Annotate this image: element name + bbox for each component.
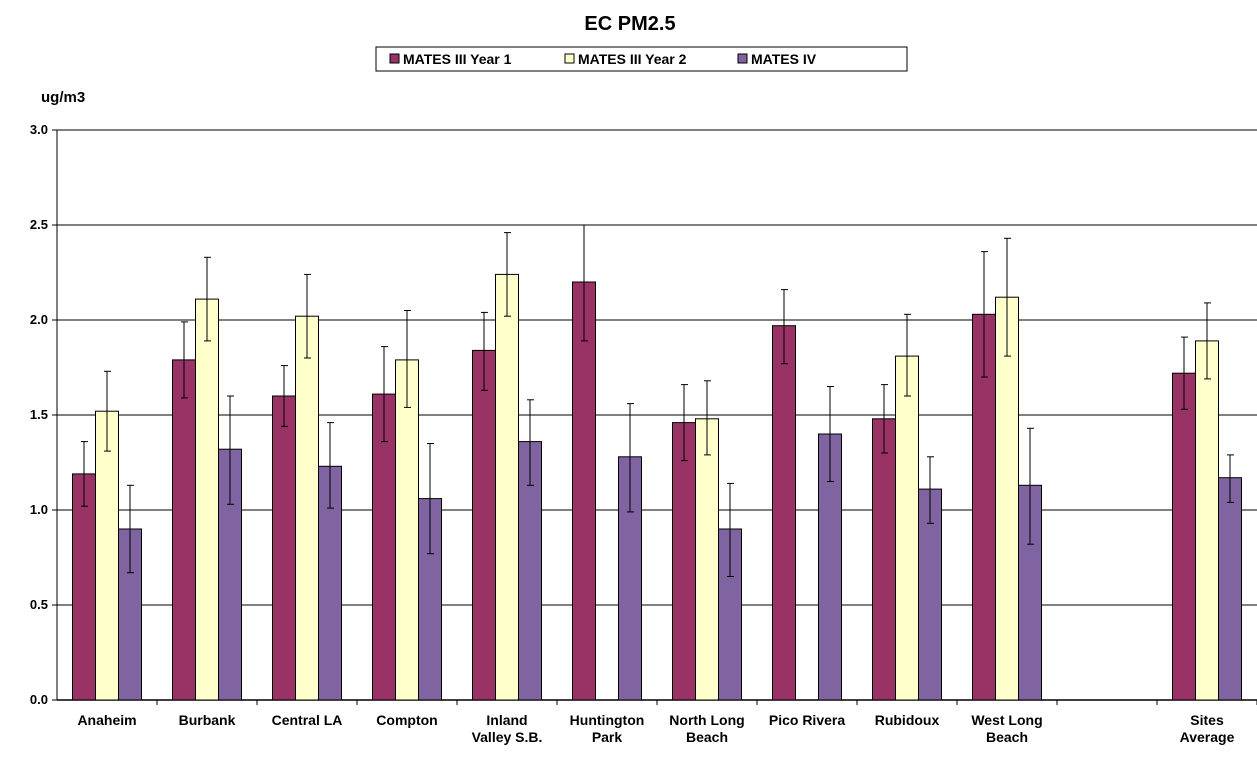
plot-area: 0.0 0.5 1.0 1.5 2.0 2.5 3.0 Anaheim Burbank Centr… (30, 122, 1257, 745)
bar (472, 349, 496, 701)
bar (1172, 372, 1196, 701)
bar (195, 298, 219, 701)
x-tick-label: Inland (486, 712, 527, 728)
bar (672, 422, 696, 701)
legend-box (375, 46, 908, 72)
x-tick-label: North Long (669, 712, 744, 728)
legend-swatch (564, 53, 575, 64)
legend-swatch (389, 53, 400, 64)
x-tick-label: Sites (1190, 712, 1224, 728)
bar (72, 473, 96, 701)
bar (395, 359, 419, 701)
y-tick-label: 3.0 (30, 122, 48, 137)
bar (772, 325, 796, 701)
bar (872, 418, 896, 701)
x-tick-label: Valley S.B. (472, 729, 543, 745)
bar (1195, 340, 1219, 701)
bar (95, 410, 119, 701)
bar (272, 395, 296, 701)
y-tick-label: 0.0 (30, 692, 48, 707)
x-tick-label: Huntington (570, 712, 645, 728)
x-tick-label: Average (1180, 729, 1235, 745)
x-tick-label: Beach (686, 729, 728, 745)
y-tick-label: 2.0 (30, 312, 48, 327)
x-tick-label: Beach (986, 729, 1028, 745)
bar (572, 281, 596, 701)
y-tick-label: 1.0 (30, 502, 48, 517)
y-tick-label: 0.5 (30, 597, 48, 612)
x-tick-label: Burbank (179, 712, 236, 728)
x-tick-label: Pico Rivera (769, 712, 845, 728)
legend-entry: MATES III Year 1 (403, 51, 512, 67)
x-tick-label: Park (592, 729, 623, 745)
legend-swatch (737, 53, 748, 64)
bar (695, 418, 719, 701)
legend: MATES III Year 1 MATES III Year 2 MATES IV (375, 46, 908, 72)
x-tick-label: Rubidoux (875, 712, 940, 728)
y-tick-label: 2.5 (30, 217, 48, 232)
bar (172, 359, 196, 701)
x-tick-label: West Long (971, 712, 1042, 728)
bar (495, 273, 519, 701)
bar (1218, 477, 1242, 701)
y-axis-unit-label: ug/m3 (41, 89, 85, 106)
x-tick-label: Compton (376, 712, 437, 728)
bar (895, 355, 919, 701)
legend-entry: MATES III Year 2 (578, 51, 687, 67)
bar (295, 315, 319, 701)
chart-title: EC PM2.5 (584, 13, 675, 35)
x-tick-label: Anaheim (77, 712, 136, 728)
x-tick-label: Central LA (272, 712, 343, 728)
bar (995, 296, 1019, 701)
y-tick-label: 1.5 (30, 407, 48, 422)
legend-entry: MATES IV (751, 51, 817, 67)
